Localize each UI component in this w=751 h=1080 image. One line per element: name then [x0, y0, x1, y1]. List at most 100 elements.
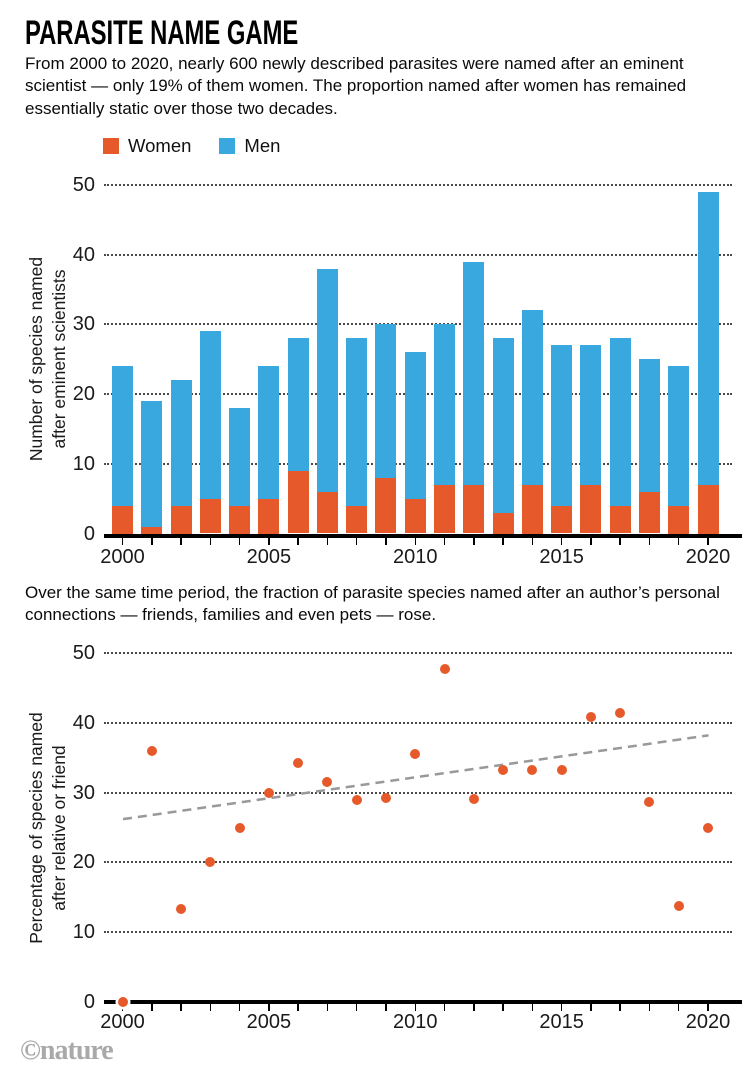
bar-2019	[668, 366, 690, 534]
x-tick	[268, 1004, 270, 1011]
x-tick-label: 2000	[100, 546, 145, 568]
bar-2008	[346, 338, 368, 534]
bar-segment-women	[463, 484, 485, 534]
legend: Women Men	[103, 135, 280, 156]
bar-chart-x-axis	[103, 533, 742, 538]
bar-segment-women	[668, 505, 690, 534]
bar-2012	[463, 261, 485, 534]
bar-segment-women	[141, 526, 163, 534]
scatter-chart-x-tick-labels: 2000 2005 2010 2015 2020	[0, 1009, 751, 1035]
y-tick-label: 50	[72, 174, 95, 196]
bar-2007	[316, 268, 338, 534]
y-tick-label: 50	[72, 642, 95, 664]
gridline	[103, 931, 732, 934]
bar-segment-men	[697, 191, 719, 485]
x-tick	[707, 538, 709, 545]
scatter-point-2010	[410, 748, 421, 759]
x-tick	[326, 538, 329, 545]
bar-segment-men	[463, 261, 485, 485]
bar-2013	[492, 338, 514, 534]
y-tick-label: 0	[83, 991, 95, 1013]
x-tick	[180, 1004, 182, 1011]
bar-segment-men	[258, 366, 280, 499]
x-tick	[414, 1004, 416, 1011]
x-tick	[590, 1004, 592, 1011]
bar-segment-women	[609, 505, 631, 534]
bar-2014	[521, 310, 543, 534]
bar-segment-men	[316, 268, 338, 492]
y-tick-label: 10	[72, 452, 95, 475]
scatter-point-2009	[380, 793, 391, 804]
scatter-point-2019	[673, 900, 684, 911]
bar-segment-women	[112, 505, 133, 534]
scatter-chart: 0 10 20 30 40 50	[73, 642, 741, 1013]
bar-segment-women	[697, 484, 719, 534]
gridline	[103, 184, 732, 186]
y-tick-label: 20	[72, 383, 95, 406]
nature-logo: ©nature	[20, 1035, 114, 1066]
x-tick	[443, 538, 446, 545]
scatter-point-2015	[556, 764, 567, 775]
bar-segment-women	[404, 498, 426, 534]
bar-2002	[170, 380, 192, 534]
x-tick	[648, 1004, 651, 1011]
gridline	[103, 652, 732, 654]
bar-segment-men	[375, 324, 397, 478]
scatter-chart-y-axis-label: Percentage of species named after relati…	[26, 711, 69, 944]
bar-segment-men	[668, 366, 690, 506]
scatter-point-2005	[263, 787, 274, 798]
x-tick-label: 2020	[685, 546, 731, 568]
x-tick-label: 2000	[100, 1011, 145, 1033]
gridline	[103, 253, 732, 256]
bar-segment-men	[638, 359, 660, 492]
bar-2020	[697, 191, 719, 534]
bar-2017	[609, 338, 631, 534]
bar-segment-men	[170, 380, 192, 506]
scatter-point-2000	[117, 997, 128, 1007]
legend-swatch-women	[103, 137, 119, 154]
gridline	[103, 791, 732, 794]
x-tick-label: 2010	[393, 1011, 438, 1033]
intro-text: From 2000 to 2020, nearly 600 newly desc…	[25, 54, 687, 118]
scatter-point-2014	[527, 764, 538, 775]
x-tick	[648, 538, 651, 545]
x-tick-label: 2005	[246, 546, 292, 568]
page-title: PARASITE NAME GAME	[25, 14, 299, 52]
bar-segment-men	[199, 331, 221, 499]
bar-2006	[287, 338, 309, 534]
bar-chart-x-tick-labels: 2000 2005 2010 2015 2020	[0, 544, 751, 570]
x-tick	[677, 538, 680, 545]
bar-segment-men	[434, 324, 456, 485]
x-tick	[560, 538, 563, 545]
x-tick	[209, 1004, 212, 1011]
scatter-chart-x-ticks	[0, 1004, 751, 1011]
scatter-point-2018	[644, 797, 655, 808]
x-tick	[531, 538, 534, 545]
x-tick-label: 2015	[539, 1011, 584, 1033]
bar-segment-men	[609, 338, 631, 506]
x-tick	[414, 538, 416, 545]
scatter-point-2006	[293, 758, 304, 769]
x-tick	[297, 538, 299, 545]
gridline	[103, 861, 732, 864]
scatter-point-2007	[322, 777, 333, 788]
x-tick	[473, 1004, 475, 1011]
x-tick	[238, 1004, 241, 1011]
bar-chart-y-axis-label: Number of species named after eminent sc…	[26, 256, 69, 462]
bar-segment-men	[141, 401, 163, 527]
x-tick	[531, 1004, 534, 1011]
x-tick	[297, 1004, 299, 1011]
trend-line	[122, 734, 709, 821]
x-tick	[355, 538, 358, 545]
x-tick	[355, 1004, 358, 1011]
bar-2010	[404, 352, 426, 534]
bar-segment-women	[551, 505, 573, 534]
x-tick	[619, 1004, 621, 1011]
bar-segment-women	[287, 470, 309, 534]
bar-segment-women	[199, 498, 221, 534]
bar-segment-women	[170, 505, 192, 534]
bar-segment-men	[404, 352, 426, 499]
y-tick-label: 40	[72, 243, 95, 266]
bar-2001	[141, 401, 163, 534]
x-tick	[209, 538, 212, 545]
